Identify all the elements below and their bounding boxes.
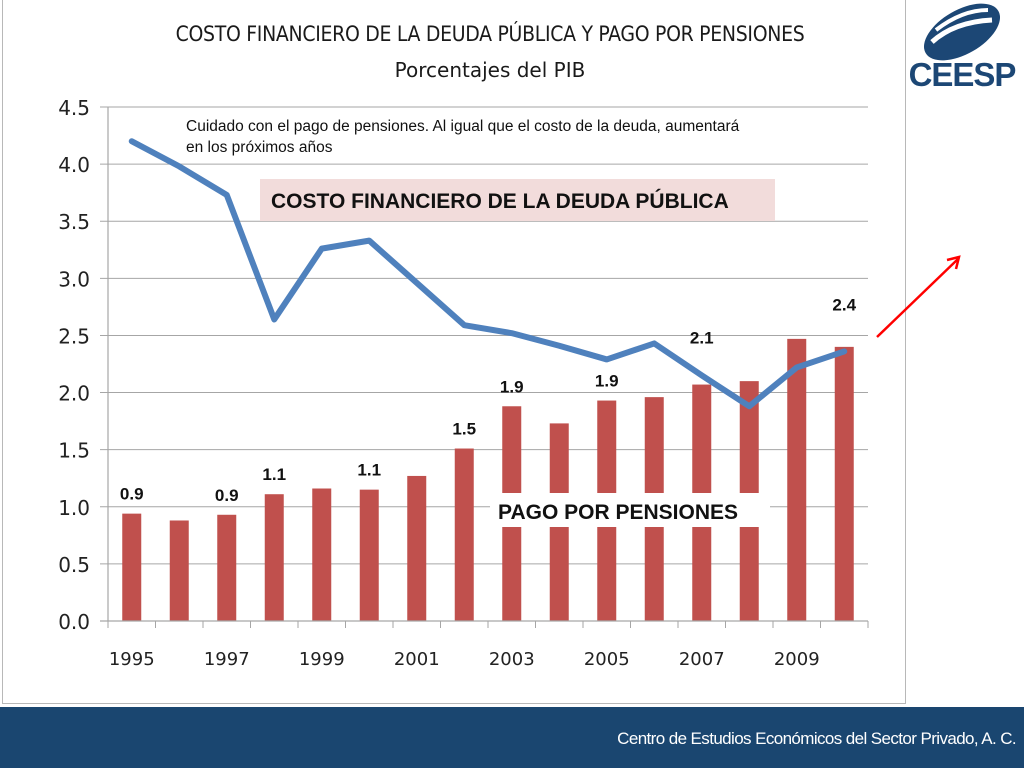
trend-arrow-line xyxy=(876,258,959,338)
slide-frame xyxy=(2,0,906,704)
y-tick-label: 3.5 xyxy=(58,210,90,234)
y-tick-label: 2.5 xyxy=(58,324,90,348)
bar xyxy=(122,513,142,621)
y-tick-label: 1.0 xyxy=(58,496,90,520)
x-tick-label: 2003 xyxy=(489,649,535,670)
bar xyxy=(787,338,807,621)
bar xyxy=(312,488,332,621)
axes: 0.0 0.5 1.0 1.5 2.0 2.5 3.0 3.5 4.0 4.5 1995 1997 19… xyxy=(58,96,869,670)
y-tick-label: 0.0 xyxy=(58,610,90,634)
data-label: 0.9 xyxy=(215,486,239,505)
line-path xyxy=(128,138,848,410)
bar xyxy=(359,489,379,621)
data-label: 1.1 xyxy=(357,461,381,480)
bar-series-pensiones xyxy=(122,338,854,621)
data-label: 1.5 xyxy=(452,420,476,439)
x-tick-label: 1997 xyxy=(204,649,250,670)
data-label: 1.1 xyxy=(262,465,286,484)
x-tick-label: 2001 xyxy=(394,649,440,670)
x-tick-label: 2009 xyxy=(774,649,820,670)
data-label: 2.1 xyxy=(690,328,714,347)
y-tick-label: 4.5 xyxy=(58,96,90,120)
bar-series-label-background xyxy=(490,493,770,527)
ceesp-logo: CEESP xyxy=(904,2,1020,93)
x-tick-label: 1999 xyxy=(299,649,345,670)
y-tick-label: 2.0 xyxy=(58,382,90,406)
footer-bar: Centro de Estudios Económicos del Sector… xyxy=(0,707,1024,768)
trend-arrow-head-icon xyxy=(946,255,961,270)
x-tick-label: 2007 xyxy=(679,649,725,670)
x-tick-label: 1995 xyxy=(109,649,155,670)
y-tick-label: 4.0 xyxy=(58,153,90,177)
data-label: 0.9 xyxy=(120,485,144,504)
logo-emblem-icon xyxy=(924,3,1000,61)
data-labels: 0.9 0.9 1.1 1.1 1.5 1.9 1.9 2.1 2.4 xyxy=(120,295,857,504)
data-label: 1.9 xyxy=(500,377,524,396)
data-label: 2.4 xyxy=(832,295,856,314)
logo-text: CEESP xyxy=(908,56,1017,93)
line-series-deuda xyxy=(128,138,848,410)
bar xyxy=(169,520,189,621)
bar xyxy=(217,514,237,621)
trend-arrow xyxy=(876,255,961,338)
annotation-text: Cuidado con el pago de pensiones. Al igu… xyxy=(186,118,740,156)
y-tick-label: 3.0 xyxy=(58,267,90,291)
bar xyxy=(834,346,854,621)
chart: COSTO FINANCIERO DE LA DEUDA PÚBLICA PAG… xyxy=(58,96,961,670)
chart-title: COSTO FINANCIERO DE LA DEUDA PÚBLICA Y P… xyxy=(175,22,805,46)
footer-text: Centro de Estudios Económicos del Sector… xyxy=(617,729,1016,748)
y-tick-label: 1.5 xyxy=(58,439,90,463)
bar xyxy=(407,475,427,621)
data-label: 1.9 xyxy=(595,372,619,391)
line-series-label-background xyxy=(260,179,775,221)
x-tick-label: 2005 xyxy=(584,649,630,670)
chart-subtitle: Porcentajes del PIB xyxy=(394,58,586,82)
bar-series-label: PAGO POR PENSIONES xyxy=(498,501,738,524)
y-tick-label: 0.5 xyxy=(58,553,90,577)
bar xyxy=(454,448,474,621)
bar xyxy=(264,494,284,621)
line-series-label: COSTO FINANCIERO DE LA DEUDA PÚBLICA xyxy=(271,189,729,213)
